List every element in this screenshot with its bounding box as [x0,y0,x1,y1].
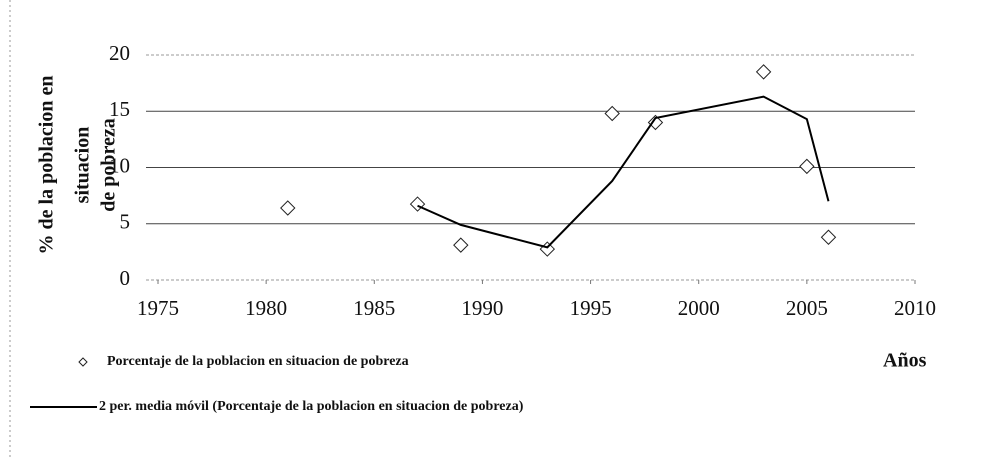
x-tick-label: 2010 [894,296,936,320]
x-tick-label: 1975 [137,296,179,320]
data-point [799,158,815,175]
x-tick-label: 2005 [786,296,828,320]
y-tick-label: 0 [120,266,131,290]
y-tick-label: 5 [120,210,131,234]
y-tick-label: 20 [109,41,130,65]
x-tick-label: 1990 [461,296,503,320]
legend-label-line: 2 per. media móvil (Porcentaje de la pob… [99,399,524,414]
data-point [820,229,837,245]
data-point [409,196,426,212]
data-point [453,237,469,253]
y-axis-label: de pobreza [98,118,120,212]
x-tick-label: 1995 [570,296,612,320]
y-tick-label: 15 [109,97,130,121]
data-point [647,114,664,131]
legend-marker [78,357,88,367]
y-tick-label: 10 [109,153,130,177]
x-axis-label: Años [883,350,927,372]
moving-average-line [417,95,830,249]
x-tick-label: 1985 [353,296,395,320]
legend-label: Porcentaje de la poblacion en situacion … [107,354,409,369]
x-tick-label: 1980 [245,296,287,320]
data-point [755,64,772,80]
data-point [539,241,556,257]
y-axis-label: situacion [72,127,94,204]
x-tick-label: 2000 [678,296,720,320]
data-point [280,200,296,216]
data-point [604,105,620,122]
legend-label: 2 per. media móvil (Porcentaje de la pob… [99,399,524,414]
y-axis-label: % de la poblacion en [36,76,58,255]
